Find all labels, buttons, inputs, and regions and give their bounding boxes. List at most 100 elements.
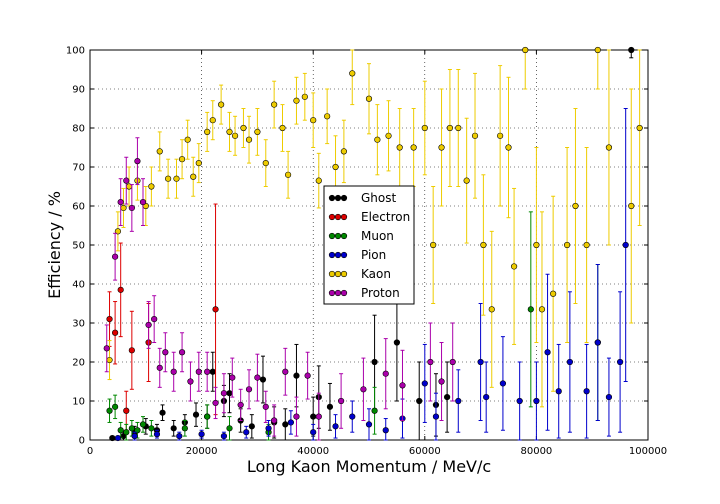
data-point (497, 132, 504, 139)
x-tick-label: 40000 (297, 446, 329, 457)
data-point (139, 199, 147, 206)
data-point (114, 228, 121, 235)
data-point (385, 132, 392, 139)
data-point (245, 386, 253, 393)
data-point (438, 378, 445, 385)
data-point (555, 388, 562, 395)
data-point (190, 173, 197, 180)
data-point (145, 321, 152, 329)
data-point (229, 374, 236, 381)
data-point (184, 136, 191, 143)
y-tick-label: 20 (72, 358, 85, 369)
data-point (605, 144, 613, 151)
data-point (449, 358, 456, 366)
data-point (151, 316, 158, 323)
data-point (271, 101, 278, 108)
data-point (594, 46, 601, 54)
data-point (262, 160, 269, 167)
legend-label: Electron (361, 210, 410, 224)
data-point (538, 306, 546, 313)
y-tick-label: 10 (72, 397, 85, 408)
y-tick-label: 60 (72, 202, 85, 213)
data-point (382, 370, 389, 377)
data-point (605, 394, 613, 401)
series-kaon (106, 46, 643, 408)
y-tick-label: 90 (72, 85, 85, 96)
legend-marker (328, 251, 336, 259)
data-point (510, 263, 518, 270)
data-point (212, 306, 219, 313)
data-point (396, 144, 403, 151)
data-point (393, 339, 401, 346)
data-point (340, 148, 347, 155)
legend-label: Ghost (361, 191, 396, 205)
data-point (106, 316, 113, 323)
data-point (178, 156, 186, 163)
data-point (218, 101, 225, 108)
data-point (128, 425, 135, 432)
data-point (271, 417, 278, 424)
legend-marker (340, 213, 348, 221)
data-point (438, 144, 445, 151)
data-point (455, 124, 462, 132)
legend-label: Muon (361, 229, 394, 243)
data-point (310, 413, 317, 420)
data-point (148, 183, 155, 190)
data-point (120, 204, 127, 212)
data-point (550, 290, 557, 297)
data-point (310, 429, 317, 436)
data-point (226, 128, 233, 135)
data-point (226, 390, 233, 397)
legend-label: Kaon (361, 267, 391, 281)
data-point (430, 241, 437, 249)
data-point (371, 358, 378, 366)
legend-marker (340, 232, 348, 240)
legend-marker (328, 194, 336, 202)
data-point (293, 97, 300, 104)
data-point (338, 397, 345, 405)
data-point (480, 241, 487, 249)
data-point (326, 403, 334, 410)
legend-label: Pion (361, 248, 386, 262)
data-point (170, 425, 177, 432)
legend-marker (334, 194, 342, 202)
data-point (114, 434, 121, 442)
data-point (156, 364, 163, 371)
data-point (516, 397, 523, 405)
data-point (134, 158, 141, 165)
data-point (594, 339, 601, 346)
data-point (446, 124, 454, 132)
y-tick-label: 50 (72, 241, 85, 252)
data-point (156, 148, 163, 155)
data-point (332, 423, 339, 430)
data-point (282, 368, 289, 375)
data-point (410, 144, 417, 151)
data-point (622, 241, 629, 249)
data-point (444, 394, 451, 401)
data-point (187, 378, 194, 385)
data-point (616, 358, 624, 366)
series-pion (114, 108, 629, 442)
data-point (628, 46, 635, 54)
legend-marker (340, 251, 348, 259)
data-point (262, 403, 269, 410)
data-point (134, 427, 141, 434)
y-tick-label: 0 (79, 436, 85, 447)
data-point (455, 397, 462, 405)
data-point (109, 434, 116, 442)
legend-marker (328, 213, 336, 221)
y-tick-label: 40 (72, 280, 85, 291)
legend-marker (328, 289, 336, 297)
data-point (522, 46, 529, 54)
data-point (636, 124, 643, 132)
x-axis-label: Long Kaon Momentum / MeV/c (247, 457, 491, 476)
legend-marker (334, 289, 342, 297)
data-point (315, 413, 322, 420)
legend: Ghost Electron Muon Pion Kaon Proton (323, 185, 415, 305)
data-point (245, 136, 253, 143)
data-point (483, 394, 490, 401)
data-point (204, 368, 211, 375)
data-point (117, 286, 124, 293)
data-point (159, 409, 166, 416)
